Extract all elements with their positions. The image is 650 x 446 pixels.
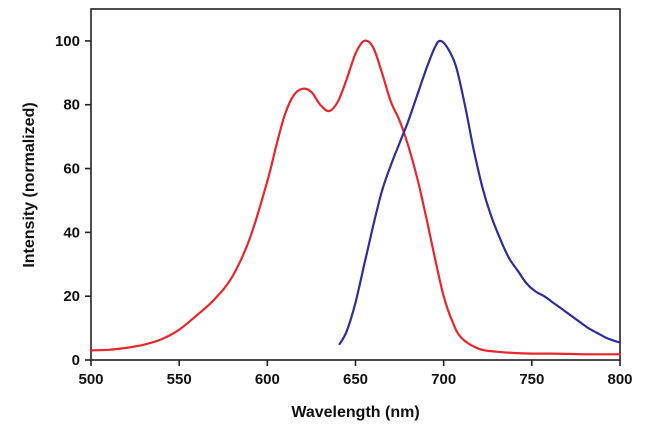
series-layer: [89, 39, 622, 356]
y-tick-label: 0: [72, 352, 80, 369]
excitation-series-line: [89, 39, 622, 356]
plot-frame: [90, 8, 621, 361]
y-tick-label: 100: [55, 33, 80, 50]
x-tick-label: 650: [343, 371, 368, 388]
emission-series-line: [338, 39, 622, 346]
x-tick-label: 750: [519, 371, 544, 388]
x-tick-label: 600: [255, 371, 280, 388]
y-tick-label: 80: [63, 97, 80, 114]
x-tick-label: 500: [78, 371, 103, 388]
x-tick-label: 550: [167, 371, 192, 388]
y-tick-label: 60: [63, 161, 80, 178]
x-tick-label: 700: [431, 371, 456, 388]
x-tick-label: 800: [607, 371, 632, 388]
y-tick-label: 20: [63, 288, 80, 305]
y-tick-label: 40: [63, 224, 80, 241]
x-axis: 500 550 600 650 700 750 800: [78, 360, 633, 388]
y-axis: 0 20 40 60 80 100: [55, 33, 91, 369]
y-axis-title: Intensity (normalized): [21, 102, 38, 267]
x-axis-title: Wavelength (nm): [291, 404, 419, 421]
